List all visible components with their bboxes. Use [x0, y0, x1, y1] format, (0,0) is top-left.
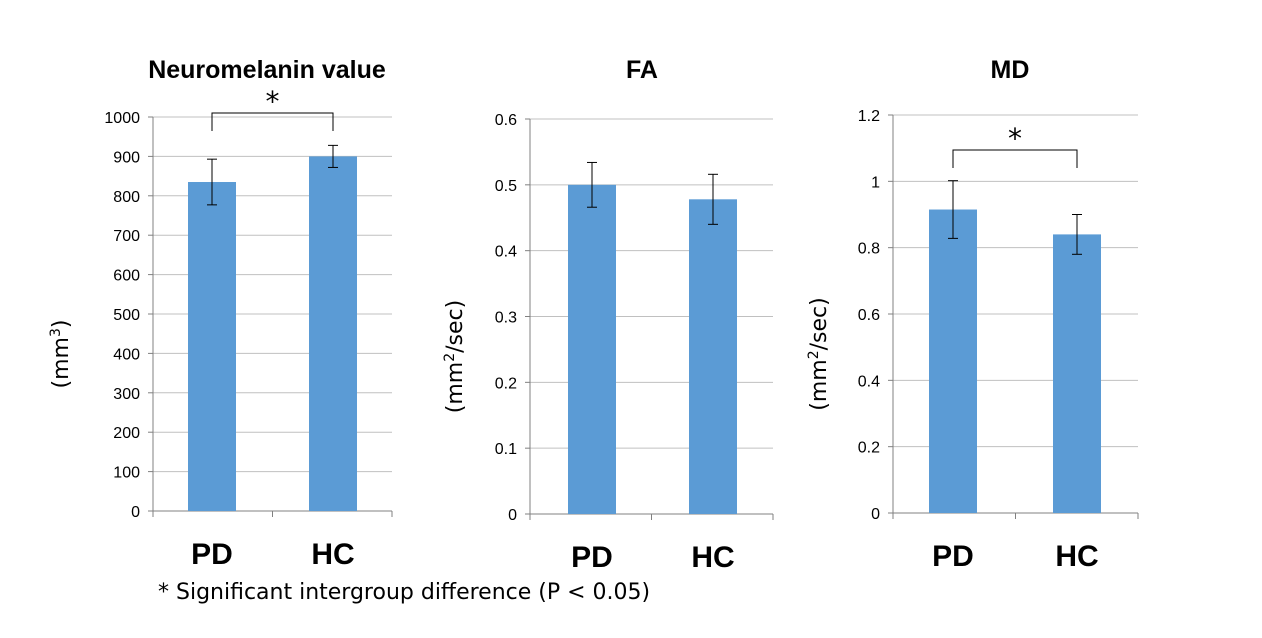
y-tick-label: 0 [871, 506, 880, 523]
category-label: PD [191, 538, 233, 571]
chart-panel-1: Neuromelanin value 0 100 200 300 400 500 600 700… [48, 56, 393, 571]
y-axis-label: (mm3) [48, 320, 74, 389]
category-label: PD [932, 540, 974, 573]
significance-marker: * [266, 85, 280, 118]
y-tick-label: 800 [113, 189, 140, 206]
significance-bracket [952, 149, 1078, 168]
y-tick-label: 900 [113, 149, 140, 166]
bar-hc [1053, 234, 1101, 513]
y-tick-label: 0.2 [495, 375, 517, 392]
y-tick-label: 400 [113, 346, 140, 363]
y-tick-label: 0.4 [495, 244, 517, 261]
y-tick-label: 500 [113, 307, 140, 324]
y-tick-label: 700 [113, 228, 140, 245]
significance-marker: * [1008, 122, 1022, 155]
bar-pd [568, 184, 616, 515]
chart-panel-3: MD 0 0.2 0.4 0.6 0.8 1 1.2 (mm2/sec) PD HC * [806, 56, 1139, 573]
y-tick-label: 1.2 [858, 108, 880, 125]
category-label: HC [1055, 540, 1098, 573]
category-label: PD [571, 541, 613, 574]
y-tick-label: 0 [131, 504, 140, 521]
y-axis-label: (mm2/sec) [442, 300, 468, 413]
y-tick-label: 0.6 [858, 307, 880, 324]
significance-footnote: * Significant intergroup difference (P <… [158, 580, 651, 605]
y-axis-label: (mm2/sec) [806, 297, 832, 410]
chart-panel-2: FA 0 0.1 0.2 0.3 0.4 0.5 0.6 (mm2/sec) PD HC [442, 56, 774, 574]
chart-title: Neuromelanin value [148, 56, 386, 84]
y-tick-label: 1 [871, 174, 880, 191]
y-tick-label: 100 [113, 465, 140, 482]
bar-hc [689, 199, 737, 515]
chart-title: MD [991, 56, 1030, 84]
bar-hc [309, 156, 357, 511]
y-tick-label: 600 [113, 268, 140, 285]
category-label: HC [311, 538, 354, 571]
y-tick-label: 0.6 [495, 112, 517, 129]
y-tick-label: 200 [113, 425, 140, 442]
y-tick-label: 0.3 [495, 310, 517, 327]
chart-title: FA [626, 56, 658, 84]
y-tick-label: 0 [508, 507, 517, 524]
y-tick-label: 0.2 [858, 440, 880, 457]
significance-bracket [211, 112, 334, 131]
y-tick-label: 300 [113, 386, 140, 403]
y-tick-label: 1000 [104, 110, 140, 127]
y-tick-label: 0.1 [495, 441, 517, 458]
category-label: HC [691, 541, 734, 574]
y-tick-label: 0.5 [495, 178, 517, 195]
bar-pd [188, 182, 236, 511]
bar-pd [929, 209, 977, 513]
y-tick-label: 0.4 [858, 373, 880, 390]
y-tick-label: 0.8 [858, 241, 880, 258]
